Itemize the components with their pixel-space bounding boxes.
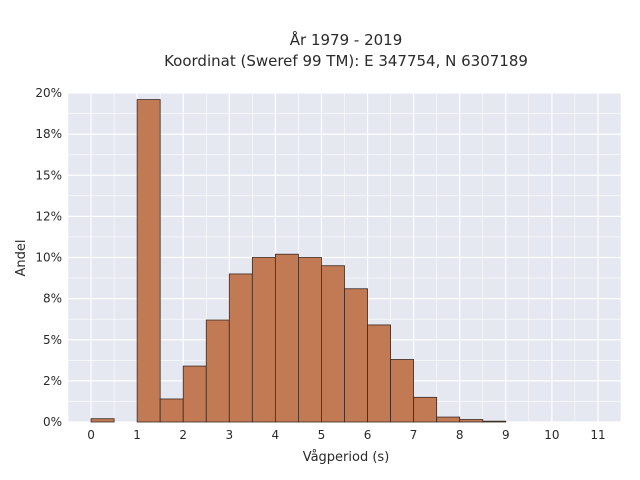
bars-group (90, 99, 507, 423)
x-tick-labels: 0 1 2 3 4 5 6 7 8 9 10 11 (87, 428, 605, 442)
y-tick-label: 18% (35, 127, 62, 141)
histogram-bar-3 (159, 398, 184, 423)
histogram-bar-9 (298, 257, 322, 423)
y-tick-label: 8% (43, 292, 62, 306)
histogram-bar-5 (205, 319, 230, 423)
y-axis-label: Andel (14, 240, 29, 277)
y-tick-label: 10% (35, 251, 62, 265)
histogram-bar-7 (251, 257, 276, 423)
y-tick-label: 0% (43, 415, 62, 429)
histogram-bar-0 (90, 418, 115, 423)
x-tick-label: 4 (272, 428, 280, 442)
histogram-bar-17 (482, 420, 507, 423)
histogram-bar-13 (390, 359, 415, 423)
x-tick-label: 1 (133, 428, 141, 442)
histogram-bar-12 (367, 324, 391, 423)
y-tick-label: 20% (35, 86, 62, 100)
histogram-bar-8 (274, 253, 299, 423)
x-tick-label: 0 (87, 428, 95, 442)
chart-subtitle: Koordinat (Sweref 99 TM): E 347754, N 63… (164, 52, 528, 70)
histogram-bar-15 (436, 416, 461, 423)
histogram-bar-10 (321, 265, 345, 423)
histogram-bar-4 (182, 365, 207, 423)
x-tick-label: 6 (364, 428, 372, 442)
chart-title: År 1979 - 2019 (290, 30, 403, 49)
x-tick-label: 3 (225, 428, 233, 442)
x-tick-label: 10 (544, 428, 559, 442)
y-tick-label: 5% (43, 333, 62, 347)
y-tick-label: 2% (43, 374, 62, 388)
x-tick-label: 11 (590, 428, 605, 442)
x-tick-label: 7 (410, 428, 418, 442)
x-axis-label: Vågperiod (s) (303, 450, 390, 465)
x-tick-label: 8 (456, 428, 464, 442)
y-tick-labels: 0% 2% 5% 8% 10% 12% 15% 18% 20% (35, 86, 62, 429)
histogram-bar-16 (459, 419, 484, 423)
histogram-bar-6 (228, 273, 253, 423)
histogram-bar-11 (344, 288, 368, 423)
x-tick-label: 9 (502, 428, 510, 442)
y-tick-label: 15% (35, 168, 62, 182)
x-tick-label: 2 (179, 428, 187, 442)
x-tick-label: 5 (318, 428, 326, 442)
y-tick-label: 12% (35, 209, 62, 223)
histogram-bar-2 (136, 99, 161, 423)
histogram-bar-14 (413, 396, 438, 423)
